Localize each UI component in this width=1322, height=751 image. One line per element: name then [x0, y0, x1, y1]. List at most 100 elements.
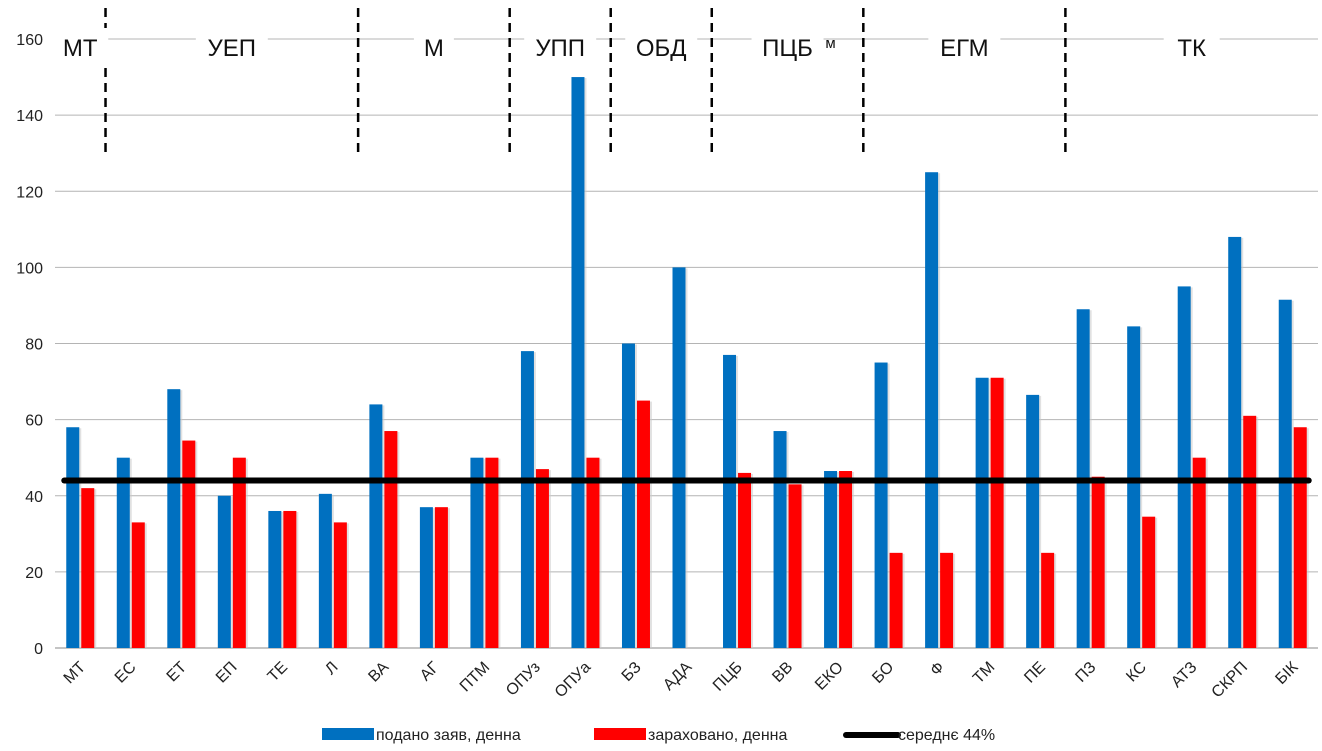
group-label-background [524, 28, 597, 62]
bar-applications [1177, 286, 1191, 648]
bar-enrolled [889, 552, 903, 648]
group-label: ЕГМ [940, 35, 988, 62]
legend: подано заяв, денна зараховано, денна серед… [322, 727, 995, 744]
bar-enrolled [485, 457, 499, 648]
group-label: ТК [1177, 35, 1206, 62]
bar-enrolled [1091, 476, 1105, 648]
bar-enrolled [940, 552, 954, 648]
x-tick-label: ОПУз [503, 659, 544, 700]
x-tick-label: АГ [417, 659, 443, 685]
group-label: МТ [63, 35, 98, 62]
bar-enrolled [738, 472, 752, 648]
group-label: УЕП [208, 35, 257, 62]
x-tick-label: ВА [365, 659, 392, 686]
x-tick-label: ЕТ [164, 659, 191, 686]
x-axis-tick-labels: МТ ЕС ЕТ ЕП ТЕ Л ВА АГ ПТМ ОПУз ОПУа БЗ АДА ПЦБ ВВ ЕКО Б… [61, 658, 1302, 701]
y-tick-label: 80 [25, 337, 43, 354]
bar-applications [217, 495, 231, 648]
bar-enrolled [333, 522, 347, 648]
y-tick-label: 40 [25, 489, 43, 506]
x-tick-label: СКРП [1209, 659, 1251, 701]
group-label-background [1163, 28, 1220, 62]
y-tick-label: 100 [16, 260, 43, 277]
group-label: М [424, 35, 444, 62]
group-label-background [52, 28, 109, 62]
bar-enrolled [535, 469, 549, 648]
bar-applications [621, 343, 635, 648]
bar-enrolled [1293, 427, 1307, 648]
bar-applications [723, 354, 737, 648]
bar-enrolled [81, 488, 95, 648]
bar-enrolled [384, 431, 398, 648]
bar-applications [773, 431, 787, 648]
x-tick-label: МТ [61, 659, 90, 688]
legend-label: подано заяв, денна [376, 727, 521, 744]
y-tick-label: 20 [25, 565, 43, 582]
y-tick-label: 0 [34, 641, 43, 658]
group-label: ОБД [636, 35, 687, 62]
extra-annotation: м [825, 35, 835, 52]
legend-swatch-enrolled [594, 728, 646, 740]
bar-applications [874, 362, 888, 648]
x-tick-label: ОПУа [552, 659, 595, 702]
bar-applications [520, 351, 534, 648]
bar-applications [419, 507, 433, 648]
bar-enrolled [131, 522, 145, 648]
bar-applications [1278, 299, 1292, 648]
x-tick-label: БЗ [619, 659, 645, 685]
bar-applications [66, 427, 80, 648]
x-tick-label: ПЗ [1072, 659, 1099, 686]
group-label-background [928, 28, 1001, 62]
bar-applications [470, 457, 484, 648]
bar-applications [1228, 236, 1242, 649]
bar-applications [975, 377, 989, 648]
bar-applications [318, 493, 332, 648]
bar-enrolled [182, 440, 196, 648]
legend-label: зараховано, денна [648, 727, 788, 744]
x-tick-label: ТМ [970, 659, 998, 687]
bar-applications [268, 510, 282, 648]
group-annotations: МТ УЕП М УПП ОБД ПЦБ ЕГМ ТК м [52, 8, 1220, 152]
bar-enrolled [1142, 516, 1156, 648]
x-tick-label: ПЕ [1021, 659, 1049, 687]
group-label: ПЦБ [762, 35, 813, 62]
bar-enrolled [232, 457, 246, 648]
x-tick-label: КС [1123, 659, 1150, 686]
x-tick-label: БІК [1272, 658, 1302, 688]
y-tick-label: 120 [16, 184, 43, 201]
bar-enrolled [839, 471, 853, 648]
x-tick-label: Л [322, 659, 341, 678]
x-tick-label: БО [869, 659, 897, 687]
x-tick-label: Ф [927, 659, 948, 680]
bar-applications [116, 457, 130, 648]
bar-enrolled [990, 377, 1004, 648]
bar-applications [369, 404, 383, 648]
bar-applications [925, 172, 939, 648]
x-tick-label: ВВ [769, 659, 796, 686]
bar-applications [1026, 394, 1040, 648]
bar-applications [571, 77, 585, 648]
group-label-background [751, 28, 824, 62]
x-tick-label: ЕС [112, 659, 140, 687]
y-tick-label: 160 [16, 32, 43, 49]
legend-swatch-applications [322, 728, 374, 740]
y-axis-tick-labels: 0 20 40 60 80 100 120 140 160 [16, 32, 43, 658]
bar-enrolled [1041, 552, 1055, 648]
group-label-background [195, 28, 268, 62]
bar-enrolled [1243, 415, 1257, 648]
x-tick-label: АДА [660, 659, 695, 694]
x-tick-label: ЕП [213, 659, 241, 687]
x-tick-label: ТЕ [265, 659, 291, 685]
bar-applications [167, 389, 181, 648]
bar-applications [824, 471, 838, 648]
bar-applications [1127, 326, 1141, 648]
bar-enrolled [1192, 457, 1206, 648]
y-tick-label: 60 [25, 413, 43, 430]
group-label-background [625, 28, 698, 62]
x-tick-label: ПТМ [457, 659, 493, 695]
bar-enrolled [434, 507, 448, 648]
bar-enrolled [788, 484, 802, 648]
group-label-background [413, 28, 454, 62]
bar-enrolled [586, 457, 600, 648]
